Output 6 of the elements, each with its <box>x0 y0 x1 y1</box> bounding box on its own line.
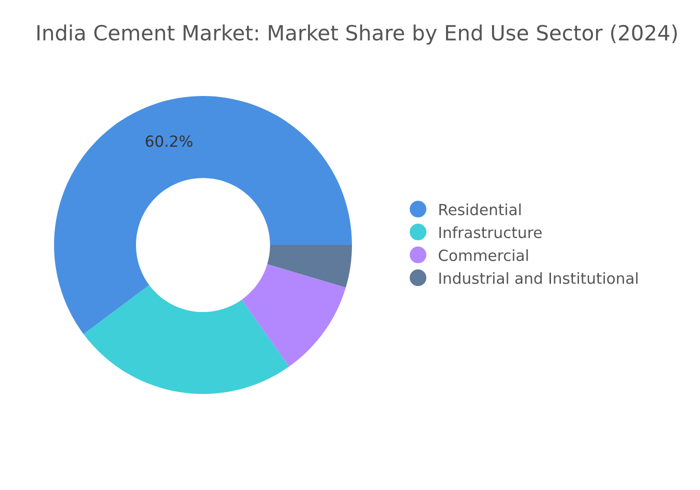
chart-title: India Cement Market: Market Share by End Use Sector (2024) <box>37 24 677 45</box>
legend-label: Residential <box>439 204 521 216</box>
legend-label: Infrastructure <box>439 226 542 238</box>
legend-label: Industrial and Institutional <box>439 272 638 284</box>
data-label: 60.2% <box>146 135 192 147</box>
legend-label: Commercial <box>438 249 528 262</box>
